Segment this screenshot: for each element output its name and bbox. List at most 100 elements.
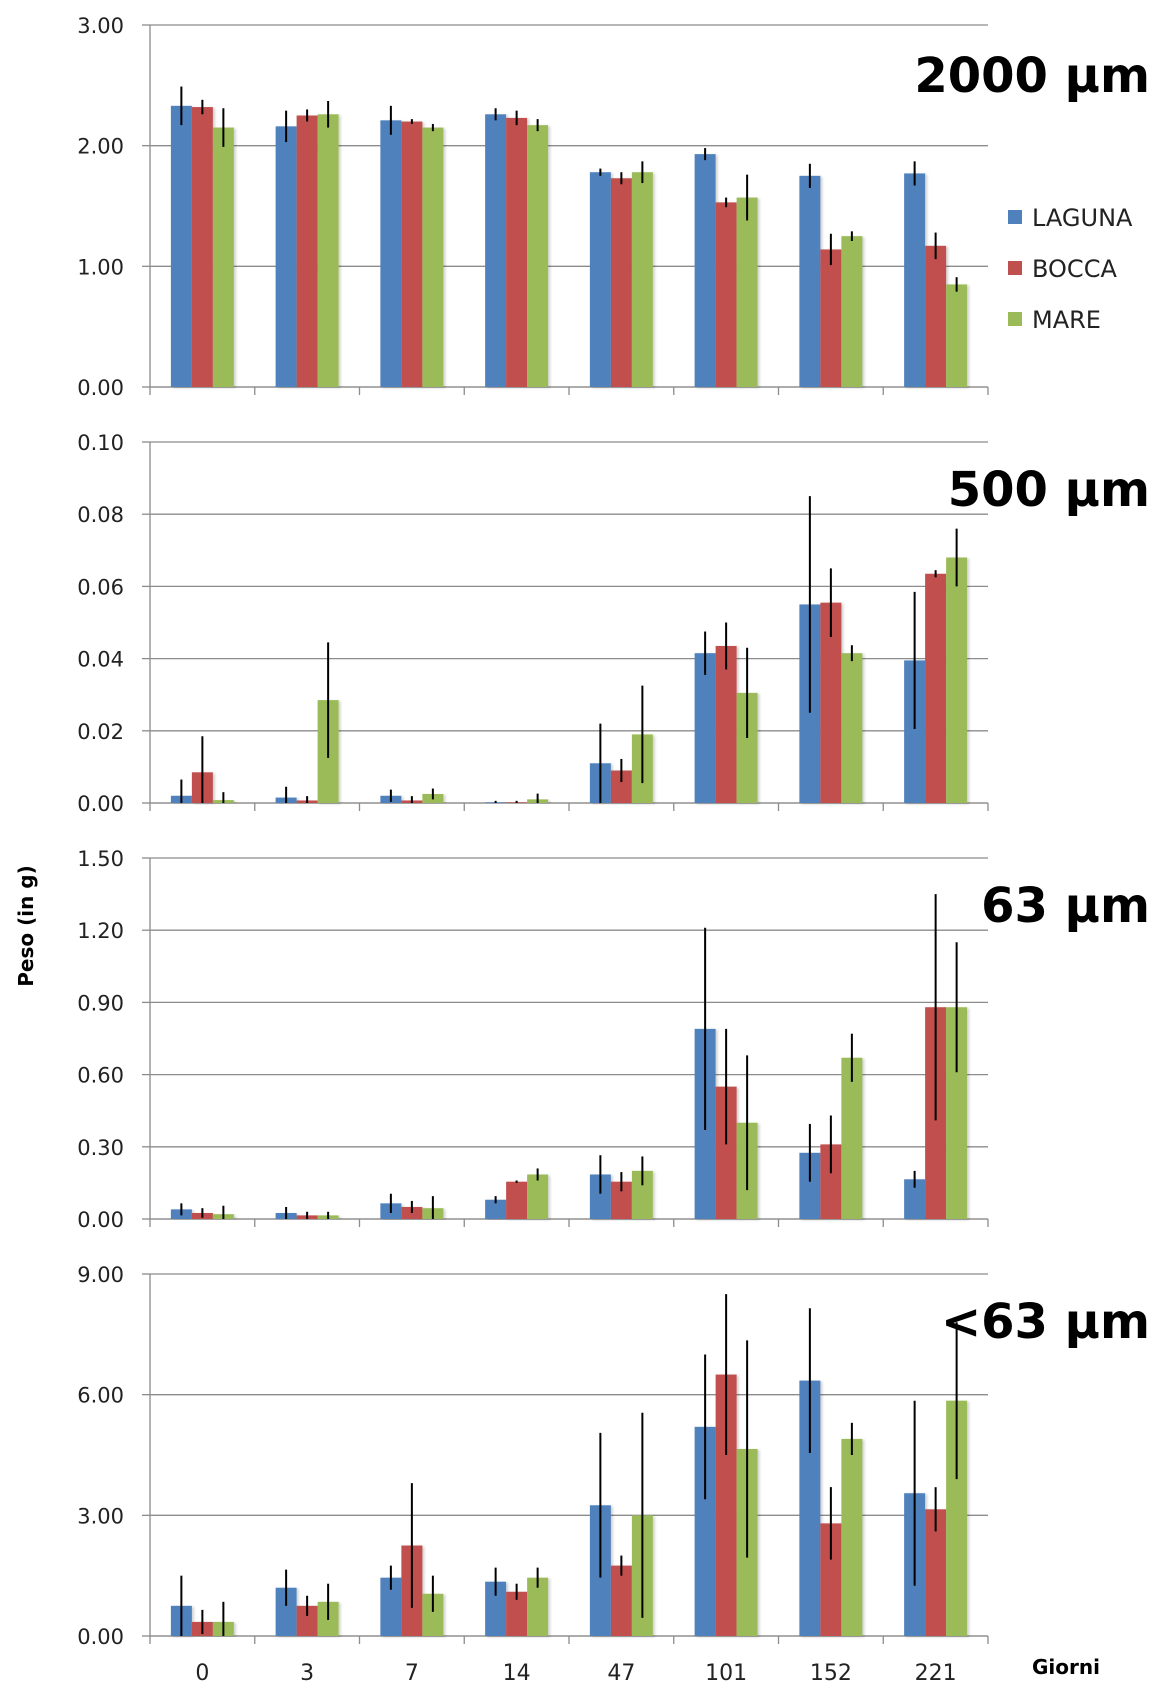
bar-laguna-day-221 xyxy=(904,1179,926,1219)
x-tick-label: 152 xyxy=(810,1661,852,1686)
y-tick-label: 0.06 xyxy=(77,575,124,599)
panel-2: 0.00 0.02 0.04 0.06 0.08 0.10 500 µm xyxy=(77,431,1150,816)
bar-mare-day-7 xyxy=(422,1593,444,1636)
bar-laguna-day-14 xyxy=(485,1581,507,1636)
bar-laguna-day-14 xyxy=(485,114,507,387)
bar-mare-day-14 xyxy=(527,125,549,388)
bar-laguna-day-152 xyxy=(799,175,821,387)
bar-laguna-day-3 xyxy=(275,1587,297,1636)
legend-item-bocca: BOCCA xyxy=(1008,255,1117,283)
legend-label-laguna: LAGUNA xyxy=(1032,204,1133,232)
bar-laguna-day-221 xyxy=(904,660,926,803)
y-tick-label: 9.00 xyxy=(77,1263,124,1287)
bar-mare-day-221 xyxy=(946,1400,968,1636)
bar-laguna-day-101 xyxy=(694,1426,716,1636)
bar-bocca-day-47 xyxy=(610,178,632,387)
y-tick-label: 0.90 xyxy=(77,991,124,1015)
panel-title-2: 500 µm xyxy=(948,462,1150,518)
bar-laguna-day-101 xyxy=(694,154,716,387)
bar-bocca-day-221 xyxy=(925,1509,947,1636)
bar-laguna-day-0 xyxy=(170,105,192,387)
bar-bocca-day-14 xyxy=(506,1181,528,1219)
panel-1: 0.00 1.00 2.00 3.00 2000 µm xyxy=(77,14,1150,400)
y-tick-label: 0.02 xyxy=(77,720,124,744)
x-tick-label: 0 xyxy=(195,1661,209,1686)
bar-mare-day-152 xyxy=(841,236,863,387)
bar-mare-day-7 xyxy=(422,127,444,388)
bar-bocca-day-101 xyxy=(715,1374,737,1636)
bar-mare-day-152 xyxy=(841,1057,863,1219)
bar-bocca-day-47 xyxy=(610,1181,632,1219)
bar-mare-day-101 xyxy=(736,197,758,387)
legend-swatch-mare xyxy=(1008,312,1022,326)
x-tick-label: 3 xyxy=(300,1661,314,1686)
y-tick-label: 3.00 xyxy=(77,1504,124,1528)
bar-bocca-day-7 xyxy=(401,1206,423,1219)
panel-3: 0.00 0.30 0.60 0.90 1.20 1.50 63 µm xyxy=(77,847,1150,1232)
x-tick-label: 47 xyxy=(607,1661,635,1686)
bar-laguna-day-101 xyxy=(694,653,716,803)
bar-mare-day-152 xyxy=(841,653,863,803)
bar-mare-day-14 xyxy=(527,1174,549,1219)
bar-laguna-day-7 xyxy=(380,1577,402,1636)
panel-title-1: 2000 µm xyxy=(914,48,1150,104)
y-tick-label: 1.20 xyxy=(77,919,124,943)
panel-4: 0.00 3.00 6.00 9.00 <63 µm xyxy=(77,1263,1150,1649)
bar-laguna-day-14 xyxy=(485,1199,507,1219)
y-axis-title: Peso (in g) xyxy=(14,865,38,986)
y-tick-label: 1.00 xyxy=(77,255,124,279)
x-tick-label: 221 xyxy=(915,1661,957,1686)
y-tick-label: 3.00 xyxy=(77,14,124,38)
bar-bocca-day-152 xyxy=(820,602,842,803)
y-tick-label: 0.04 xyxy=(77,648,124,672)
bar-mare-day-3 xyxy=(317,114,339,387)
bar-mare-day-14 xyxy=(527,1577,549,1636)
bar-mare-day-47 xyxy=(631,1170,653,1219)
legend-swatch-laguna xyxy=(1008,210,1022,224)
y-tick-label: 0.60 xyxy=(77,1064,124,1088)
x-tick-label: 14 xyxy=(503,1661,531,1686)
bar-bocca-day-3 xyxy=(296,1605,318,1636)
bar-bocca-day-7 xyxy=(401,121,423,388)
bar-laguna-day-152 xyxy=(799,1152,821,1219)
y-tick-label: 0.10 xyxy=(77,431,124,455)
bar-bocca-day-101 xyxy=(715,1086,737,1219)
x-tick-label: 101 xyxy=(705,1661,747,1686)
bar-mare-day-221 xyxy=(946,557,968,803)
bar-mare-day-221 xyxy=(946,1007,968,1219)
bar-bocca-day-3 xyxy=(296,115,318,387)
bar-bocca-day-152 xyxy=(820,1523,842,1636)
y-tick-label: 6.00 xyxy=(77,1384,124,1408)
bar-bocca-day-47 xyxy=(610,770,632,803)
bar-bocca-day-101 xyxy=(715,202,737,387)
bar-mare-day-152 xyxy=(841,1438,863,1636)
legend-swatch-bocca xyxy=(1008,261,1022,275)
bar-bocca-day-47 xyxy=(610,1565,632,1636)
panel-title-3: 63 µm xyxy=(981,878,1150,934)
bar-mare-day-101 xyxy=(736,692,758,803)
bar-bocca-day-221 xyxy=(925,245,947,387)
bar-bocca-day-152 xyxy=(820,249,842,387)
bar-bocca-day-0 xyxy=(191,107,213,387)
legend-label-mare: MARE xyxy=(1032,306,1101,334)
y-tick-label: 2.00 xyxy=(77,135,124,159)
panel-title-4: <63 µm xyxy=(941,1294,1150,1350)
legend: LAGUNA BOCCA MARE xyxy=(1008,204,1133,334)
y-tick-label: 0.08 xyxy=(77,503,124,527)
bar-laguna-day-7 xyxy=(380,120,402,388)
legend-label-bocca: BOCCA xyxy=(1032,255,1117,283)
bar-bocca-day-221 xyxy=(925,573,947,803)
bar-laguna-day-47 xyxy=(589,172,611,387)
x-tick-label: 7 xyxy=(405,1661,419,1686)
bar-bocca-day-14 xyxy=(506,117,528,387)
y-tick-label: 0.00 xyxy=(77,1208,124,1232)
bar-mare-day-0 xyxy=(212,127,234,388)
bar-laguna-day-221 xyxy=(904,173,926,387)
bar-laguna-day-47 xyxy=(589,1174,611,1219)
bar-bocca-day-14 xyxy=(506,1591,528,1636)
y-tick-label: 0.00 xyxy=(77,792,124,816)
x-axis-title: Giorni xyxy=(1032,1655,1100,1679)
y-tick-label: 0.00 xyxy=(77,1625,124,1649)
legend-item-laguna: LAGUNA xyxy=(1008,204,1133,232)
y-tick-label: 0.00 xyxy=(77,376,124,400)
